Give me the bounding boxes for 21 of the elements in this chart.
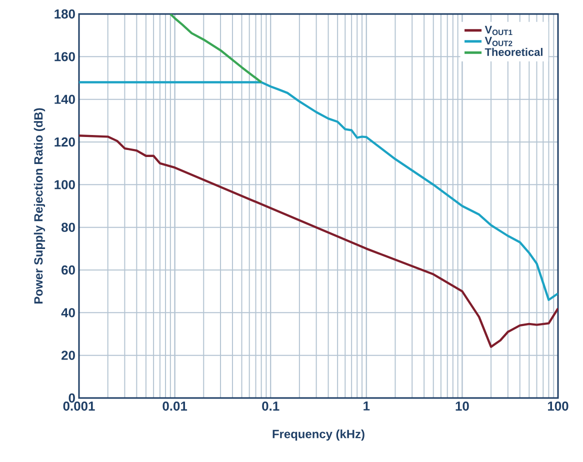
y-tick-label: 20 <box>62 350 75 360</box>
y-tick-label: 100 <box>54 180 75 190</box>
y-tick-label: 180 <box>54 9 75 19</box>
x-tick-label: 0.1 <box>262 402 280 411</box>
y-tick-label: 160 <box>54 52 75 62</box>
y-tick-label: 140 <box>54 94 75 104</box>
y-tick-label: 60 <box>62 265 75 275</box>
x-tick-label: 100 <box>548 402 568 411</box>
legend-label: V$_{OUT2}$ <box>484 36 512 46</box>
x-axis-title: Frequency (kHz) <box>272 429 364 441</box>
x-tick-label: 10 <box>456 402 469 411</box>
legend-label: V$_{OUT1}$ <box>484 26 512 36</box>
y-axis-title: Power Supply Rejection Ratio (dB) <box>34 108 46 304</box>
y-tick-label: 80 <box>61 222 75 232</box>
y-tick-label: 0 <box>68 393 75 403</box>
y-tick-label: 120 <box>54 137 75 147</box>
x-tick-label: 0.01 <box>162 402 188 411</box>
x-tick-label: 1 <box>364 402 370 410</box>
x-tick-label: 0.001 <box>63 402 95 411</box>
y-tick-label: 40 <box>61 308 75 318</box>
legend-label: Theoretical <box>484 48 542 56</box>
